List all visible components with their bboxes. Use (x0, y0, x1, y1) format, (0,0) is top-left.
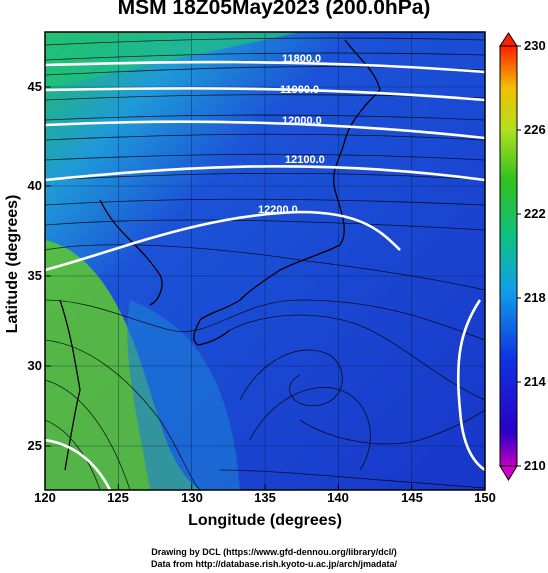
contour-label-1: 11900.0 (280, 84, 319, 96)
mid-region (127, 300, 240, 490)
contour-label-0: 11800.0 (282, 53, 321, 65)
x-tick-125: 125 (107, 490, 129, 505)
y-tick-40: 40 (27, 178, 42, 193)
colorbar-tick-218: 218 (524, 290, 546, 305)
north-band (45, 32, 300, 90)
streamlines (45, 37, 485, 490)
contour-label-3: 12100.0 (285, 154, 325, 166)
x-tick-130: 130 (181, 490, 203, 505)
x-axis-title: Longitude (degrees) (188, 512, 342, 529)
tick-marks (44, 86, 486, 490)
colorbar-top-arrow (499, 32, 518, 47)
x-tick-120: 120 (34, 490, 56, 505)
colorbar-bottom-arrow (499, 465, 518, 481)
contour-label-2: 12000.0 (282, 115, 322, 127)
grid (45, 32, 485, 490)
y-tick-35: 35 (27, 268, 42, 283)
credit-data: Data from http://database.rish.kyoto-u.a… (150, 559, 398, 569)
contour-labels: 11800.0 11900.0 12000.0 12100.0 12200.0 (258, 53, 325, 216)
x-tick-150: 150 (474, 490, 496, 505)
y-tick-30: 30 (27, 358, 42, 373)
x-tick-145: 145 (401, 490, 423, 505)
y-tick-25: 25 (27, 438, 42, 453)
colorbar (499, 32, 521, 481)
x-tick-135: 135 (254, 490, 276, 505)
colorbar-tick-226: 226 (524, 122, 546, 137)
colorbar-tick-230: 230 (524, 38, 546, 53)
x-tick-140: 140 (327, 490, 349, 505)
y-axis-title: Latitude (degrees) (4, 194, 21, 334)
plot-title: MSM 18Z05May2023 (200.0hPa) (117, 0, 431, 19)
colorbar-tick-214: 214 (524, 374, 546, 389)
y-tick-45: 45 (27, 79, 42, 94)
colorbar-tick-222: 222 (524, 206, 546, 221)
contours (45, 60, 485, 490)
contour-label-4: 12200.0 (258, 204, 298, 216)
credit-drawing: Drawing by DCL (https://www.gfd-dennou.o… (151, 547, 397, 557)
colorbar-tick-210: 210 (524, 458, 546, 473)
